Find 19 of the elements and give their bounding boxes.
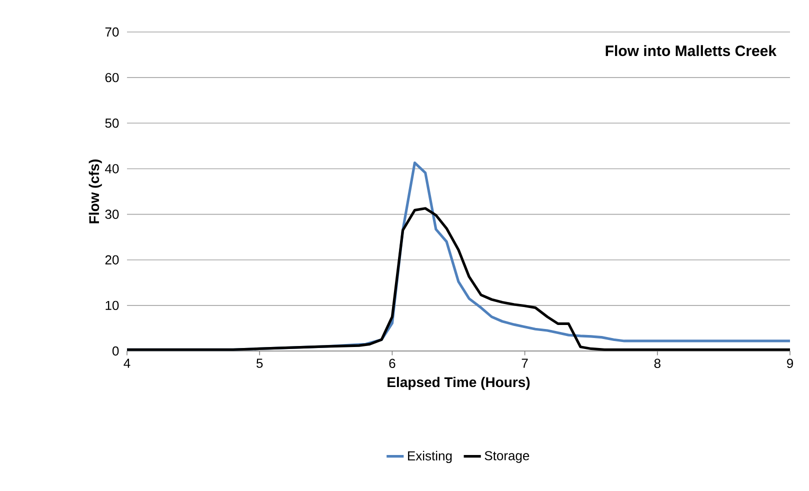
y-tick-label: 60 [105,72,119,82]
x-axis-title: Elapsed Time (Hours) [388,376,530,390]
x-tick-label: 4 [124,358,130,368]
y-tick-label: 30 [105,210,119,219]
text: Flow into Malletts Creek [606,45,777,56]
y-tick-label: 40 [105,164,119,174]
x-tick-label: 6 [389,358,396,368]
legend-label: Storage [484,451,530,463]
legend-label: Existing [408,450,452,464]
y-tick-label: 70 [105,27,119,37]
y-tick-label: 0 [112,346,119,356]
x-tick-label: 9 [786,358,793,368]
y-axis-title: Flow (cfs) [88,160,102,224]
y-tick-label: 50 [105,118,119,128]
x-tick-label: 5 [256,358,263,368]
y-tick-label: 20 [105,255,119,264]
y-tick-label: 10 [106,300,119,310]
x-tick-label: 7 [522,358,528,368]
x-tick-label: 8 [654,358,660,368]
